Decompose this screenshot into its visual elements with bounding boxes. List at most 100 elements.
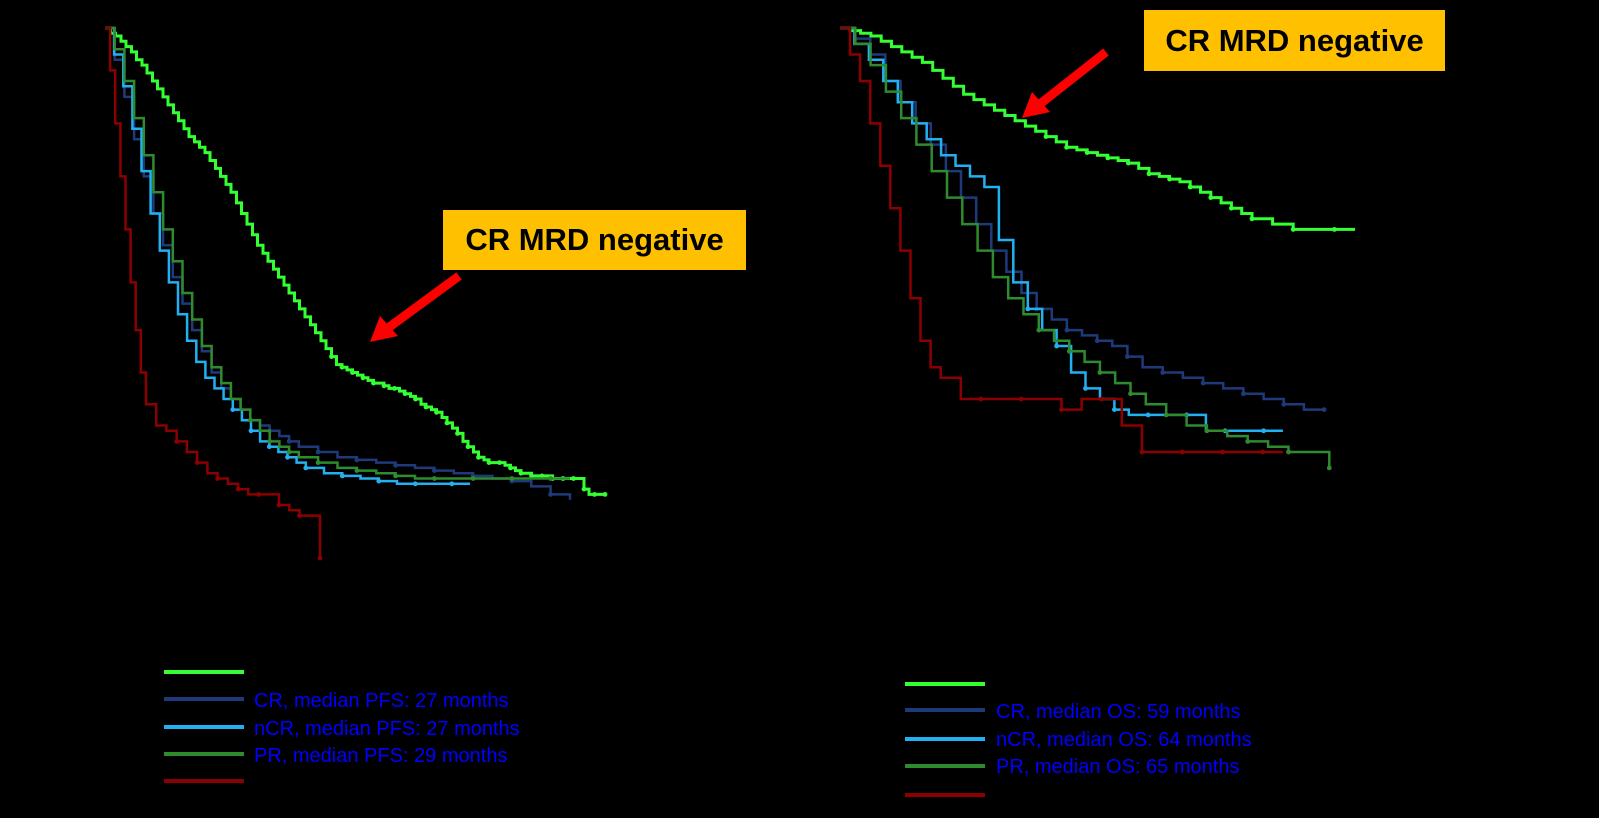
censor-mark xyxy=(1332,227,1337,232)
censor-mark xyxy=(539,473,545,479)
pfs-curve-cr-mrd-negative xyxy=(105,26,605,496)
censor-mark xyxy=(978,396,984,402)
legend-label-pr-pfs: PR, median PFS: 29 months xyxy=(254,745,508,767)
censor-mark xyxy=(497,460,502,465)
censor-mark xyxy=(1054,343,1059,349)
censor-mark xyxy=(339,364,345,370)
pfs-curve-other xyxy=(105,26,322,558)
censor-mark xyxy=(267,439,273,444)
censor-mark xyxy=(354,457,360,463)
censor-mark xyxy=(1139,449,1145,455)
censor-mark xyxy=(548,476,553,481)
censor-mark xyxy=(354,468,360,473)
callout-cr-mrd-negative-pfs: CR MRD negative xyxy=(443,210,746,270)
os-curve-cr-mrd-negative xyxy=(840,26,1355,231)
censor-mark xyxy=(1286,449,1291,455)
censor-mark xyxy=(256,492,261,497)
legend-label-ncr-pfs: nCR, median PFS: 27 months xyxy=(254,718,520,740)
censor-mark xyxy=(465,444,471,450)
legend-label-cr-os: CR, median OS: 59 months xyxy=(996,701,1241,723)
censor-mark xyxy=(1126,160,1131,166)
censor-mark xyxy=(529,473,534,479)
censor-mark xyxy=(1125,354,1130,359)
legend-label-cr-pfs: CR, median PFS: 27 months xyxy=(254,690,509,712)
censor-mark xyxy=(508,465,513,471)
censor-mark xyxy=(1260,449,1266,455)
callout-arrow-left xyxy=(370,272,462,342)
legend-label-ncr-os: nCR, median OS: 64 months xyxy=(996,729,1252,751)
censor-mark xyxy=(470,476,476,481)
censor-mark xyxy=(248,428,254,434)
censor-mark xyxy=(444,420,450,426)
censor-mark xyxy=(509,476,515,481)
censor-mark xyxy=(449,481,455,487)
censor-mark xyxy=(434,409,439,415)
censor-mark xyxy=(1145,412,1151,418)
censor-mark xyxy=(518,470,524,476)
censor-mark xyxy=(402,391,408,397)
censor-mark xyxy=(1066,348,1072,354)
censor-mark xyxy=(571,476,576,481)
censor-mark xyxy=(317,555,323,561)
censor-mark xyxy=(432,468,437,473)
censor-mark xyxy=(1229,205,1234,211)
os-curve-pr xyxy=(840,26,1331,468)
censor-mark xyxy=(413,396,418,402)
censor-mark xyxy=(1059,407,1064,412)
censor-mark xyxy=(1112,407,1117,412)
censor-mark xyxy=(1064,327,1070,333)
os-panel xyxy=(840,26,1355,471)
censor-mark xyxy=(1036,327,1042,333)
censor-mark xyxy=(602,492,608,497)
censor-mark xyxy=(339,473,345,479)
censor-mark xyxy=(1146,171,1152,177)
censor-mark xyxy=(1084,150,1090,156)
censor-mark xyxy=(1204,428,1210,434)
censor-mark xyxy=(581,486,587,492)
censor-mark xyxy=(329,354,334,359)
censor-mark xyxy=(215,476,221,481)
callout-arrow-right xyxy=(1022,48,1109,118)
censor-mark xyxy=(548,492,553,497)
censor-mark xyxy=(1200,380,1206,386)
censor-mark xyxy=(1025,306,1031,312)
censor-mark xyxy=(412,481,418,487)
censor-mark xyxy=(230,407,236,412)
censor-mark xyxy=(381,383,387,389)
censor-mark xyxy=(392,386,397,391)
censor-mark xyxy=(303,465,309,471)
censor-mark xyxy=(1128,391,1133,397)
censor-mark xyxy=(1290,227,1296,232)
censor-mark xyxy=(1163,412,1169,418)
legend-label-pr-os: PR, median OS: 65 months xyxy=(996,756,1240,778)
censor-mark xyxy=(285,454,290,460)
pfs-legend xyxy=(164,670,244,783)
censor-mark xyxy=(371,380,376,386)
censor-mark xyxy=(286,449,292,455)
censor-mark xyxy=(1261,428,1266,434)
censor-mark xyxy=(432,476,437,481)
censor-mark xyxy=(1043,134,1049,140)
censor-mark xyxy=(393,462,398,468)
censor-mark xyxy=(486,460,492,465)
censor-mark xyxy=(1326,465,1332,471)
censor-mark xyxy=(286,439,292,444)
censor-mark xyxy=(360,375,366,381)
pfs-panel xyxy=(105,26,608,561)
censor-mark xyxy=(174,439,180,444)
censor-mark xyxy=(350,370,355,375)
censor-mark xyxy=(1220,449,1225,455)
censor-mark xyxy=(235,486,241,492)
censor-mark xyxy=(1167,176,1172,182)
censor-mark xyxy=(1208,195,1214,201)
censor-mark xyxy=(276,502,282,508)
censor-mark xyxy=(1281,401,1287,407)
censor-mark xyxy=(194,460,200,465)
censor-mark xyxy=(455,431,460,436)
censor-mark xyxy=(1249,216,1255,222)
pfs-curve-ncr xyxy=(105,26,470,486)
censor-mark xyxy=(592,492,597,497)
censor-mark xyxy=(315,449,321,455)
censor-mark xyxy=(1160,370,1166,375)
